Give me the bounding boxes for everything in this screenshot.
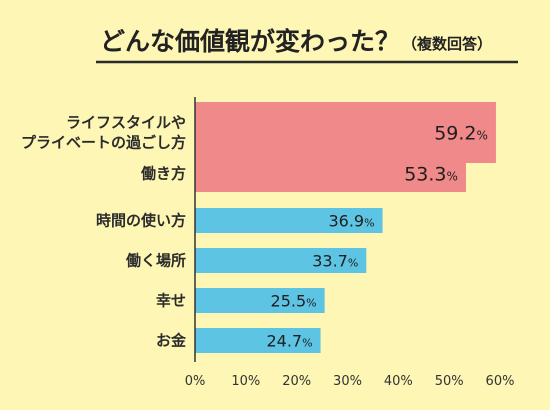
bar-value-unit-2: % — [364, 217, 374, 230]
bar-value-number-0: 59.2 — [434, 123, 476, 145]
category-label-5-0: お金 — [156, 332, 187, 350]
bar-value-unit-1: % — [447, 170, 458, 184]
x-tick-label-6: 60% — [486, 374, 515, 389]
x-tick-label-4: 40% — [384, 374, 413, 389]
bar-1 — [195, 155, 466, 192]
bar-value-number-1: 53.3 — [404, 164, 446, 186]
category-label-1-0: 働き方 — [140, 165, 186, 183]
x-tick-label-3: 30% — [333, 374, 362, 389]
category-label-0-0: ライフスタイルや — [66, 114, 186, 132]
bar-value-number-5: 24.7 — [266, 332, 302, 351]
chart-subtitle: （複数回答） — [402, 35, 492, 53]
bar-value-unit-3: % — [348, 257, 358, 270]
bar-5 — [195, 328, 321, 353]
category-label-0-1: プライベートの過ごし方 — [21, 134, 186, 152]
bar-value-label-5: 24.7% — [266, 332, 312, 351]
bars-group: 59.2%53.3%36.9%33.7%25.5%24.7% — [195, 102, 496, 353]
x-tick-label-2: 20% — [282, 374, 311, 389]
bar-value-number-3: 33.7 — [312, 252, 348, 271]
bar-value-number-4: 25.5 — [271, 292, 307, 311]
bar-0 — [195, 102, 496, 163]
chart-title: どんな価値観が変わった？ — [100, 27, 400, 56]
bar-value-label-1: 53.3% — [404, 164, 458, 186]
bar-3 — [195, 248, 367, 273]
x-tick-label-5: 50% — [435, 374, 464, 389]
bar-value-unit-5: % — [302, 337, 312, 350]
x-tick-label-0: 0% — [185, 374, 206, 389]
bar-value-unit-0: % — [477, 129, 488, 143]
bar-value-label-4: 25.5% — [271, 292, 317, 311]
category-label-3-0: 働く場所 — [125, 252, 186, 270]
bar-4 — [195, 288, 325, 313]
bar-2 — [195, 208, 383, 233]
category-label-4-0: 幸せ — [156, 292, 186, 310]
bar-value-label-0: 59.2% — [434, 123, 488, 145]
bar-value-number-2: 36.9 — [328, 212, 364, 231]
bar-value-label-2: 36.9% — [328, 212, 374, 231]
bar-value-unit-4: % — [306, 297, 316, 310]
category-label-2-0: 時間の使い方 — [96, 212, 186, 230]
bar-value-label-3: 33.7% — [312, 252, 358, 271]
x-axis-ticks-group: 0% 10% 20% 30% 40% 50% 60% — [185, 374, 515, 389]
x-tick-label-1: 10% — [231, 374, 260, 389]
